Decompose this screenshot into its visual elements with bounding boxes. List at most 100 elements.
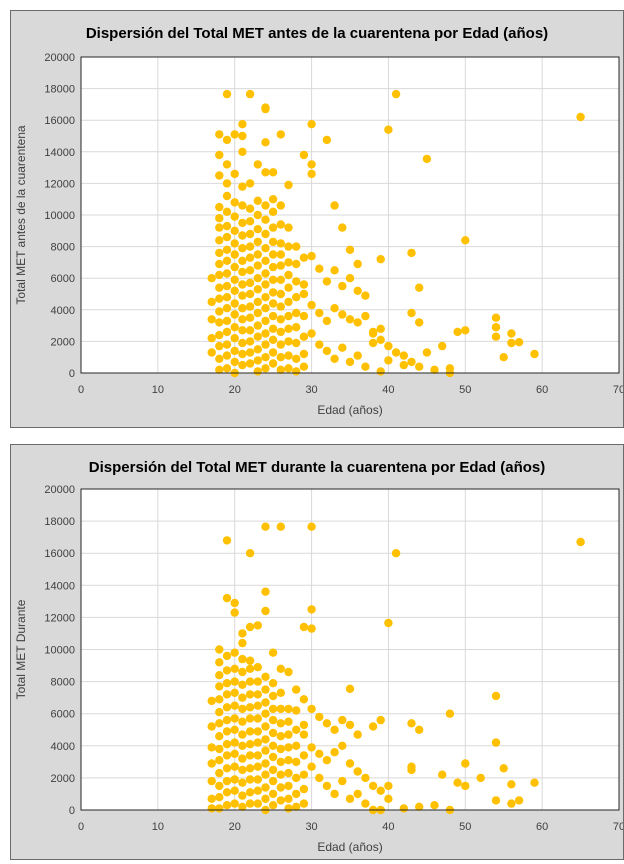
data-point	[353, 318, 362, 327]
data-point	[207, 743, 216, 752]
data-point	[261, 522, 270, 531]
y-axis-label: Total MET antes de la cuarentena	[14, 125, 28, 305]
data-point	[415, 802, 424, 811]
x-tick-label: 30	[305, 821, 317, 833]
data-point	[292, 367, 301, 376]
data-point	[315, 264, 324, 273]
data-point	[238, 338, 247, 348]
data-point	[461, 236, 470, 245]
data-point	[338, 310, 347, 319]
data-point	[222, 256, 232, 265]
data-point	[276, 796, 285, 805]
data-point	[238, 326, 247, 335]
x-tick-label: 70	[613, 821, 623, 833]
data-point	[207, 297, 216, 307]
data-point	[253, 345, 262, 354]
data-point	[384, 356, 393, 365]
data-point	[215, 781, 224, 791]
data-point	[261, 256, 270, 265]
data-point	[268, 765, 278, 775]
y-tick-label: 10000	[44, 210, 75, 222]
data-point	[338, 715, 347, 725]
data-point	[222, 703, 232, 712]
data-point	[307, 300, 316, 310]
data-point	[253, 237, 262, 247]
data-point	[353, 351, 362, 360]
data-point	[299, 720, 309, 730]
scatter-chart-during: Dispersión del Total MET durante la cuar…	[14, 459, 624, 854]
data-point	[299, 784, 309, 794]
data-point	[268, 288, 278, 297]
y-tick-label: 8000	[51, 242, 75, 254]
data-point	[345, 315, 355, 324]
data-point	[245, 664, 255, 673]
data-point	[307, 743, 316, 752]
data-point	[376, 335, 385, 344]
data-point	[307, 762, 316, 771]
data-point	[299, 770, 309, 779]
data-point	[376, 324, 385, 333]
data-point	[307, 169, 316, 179]
data-point	[215, 307, 224, 316]
data-point	[322, 135, 332, 145]
data-point	[261, 244, 270, 253]
data-point	[376, 715, 385, 725]
data-point	[215, 719, 224, 728]
data-point	[284, 311, 293, 321]
data-point	[276, 783, 285, 792]
data-point	[222, 751, 232, 760]
data-point	[253, 367, 262, 376]
data-point	[284, 270, 293, 280]
data-point	[222, 327, 232, 337]
chart-panel-during: Dispersión del Total MET durante la cuar…	[10, 444, 624, 860]
data-point	[268, 789, 278, 799]
data-point	[276, 239, 285, 248]
data-point	[215, 645, 224, 654]
data-point	[530, 778, 539, 787]
data-point	[268, 168, 278, 177]
data-point	[307, 704, 316, 714]
data-point	[261, 746, 270, 755]
data-point	[345, 684, 355, 693]
data-point	[245, 313, 255, 322]
data-point	[399, 351, 408, 360]
data-point	[476, 773, 485, 783]
data-point	[276, 220, 285, 229]
data-point	[245, 337, 255, 346]
data-point	[491, 332, 501, 341]
data-point	[238, 765, 247, 775]
data-point	[261, 353, 270, 362]
data-point	[491, 796, 501, 805]
data-point	[230, 198, 239, 207]
data-point	[507, 338, 516, 348]
data-point	[276, 522, 285, 531]
data-point	[315, 340, 324, 349]
data-point	[245, 677, 255, 686]
data-point	[422, 348, 432, 357]
data-point	[238, 680, 247, 689]
data-point	[261, 229, 270, 239]
data-point	[222, 316, 232, 326]
data-point	[268, 195, 278, 204]
data-point	[238, 778, 247, 787]
data-point	[276, 688, 285, 697]
y-tick-label: 0	[69, 805, 75, 817]
data-point	[238, 218, 247, 228]
data-point	[238, 754, 247, 763]
data-point	[284, 351, 293, 360]
data-point	[230, 275, 239, 284]
y-tick-label: 12000	[44, 178, 75, 190]
data-point	[345, 794, 355, 803]
y-tick-label: 8000	[51, 677, 75, 689]
data-point	[268, 359, 278, 368]
data-point	[376, 367, 385, 376]
data-point	[514, 796, 524, 805]
data-point	[230, 762, 239, 771]
data-point	[215, 768, 224, 778]
data-point	[253, 297, 262, 307]
data-point	[230, 664, 239, 673]
data-point	[453, 327, 462, 337]
data-point	[215, 671, 224, 680]
data-point	[276, 719, 285, 728]
data-point	[276, 302, 285, 311]
